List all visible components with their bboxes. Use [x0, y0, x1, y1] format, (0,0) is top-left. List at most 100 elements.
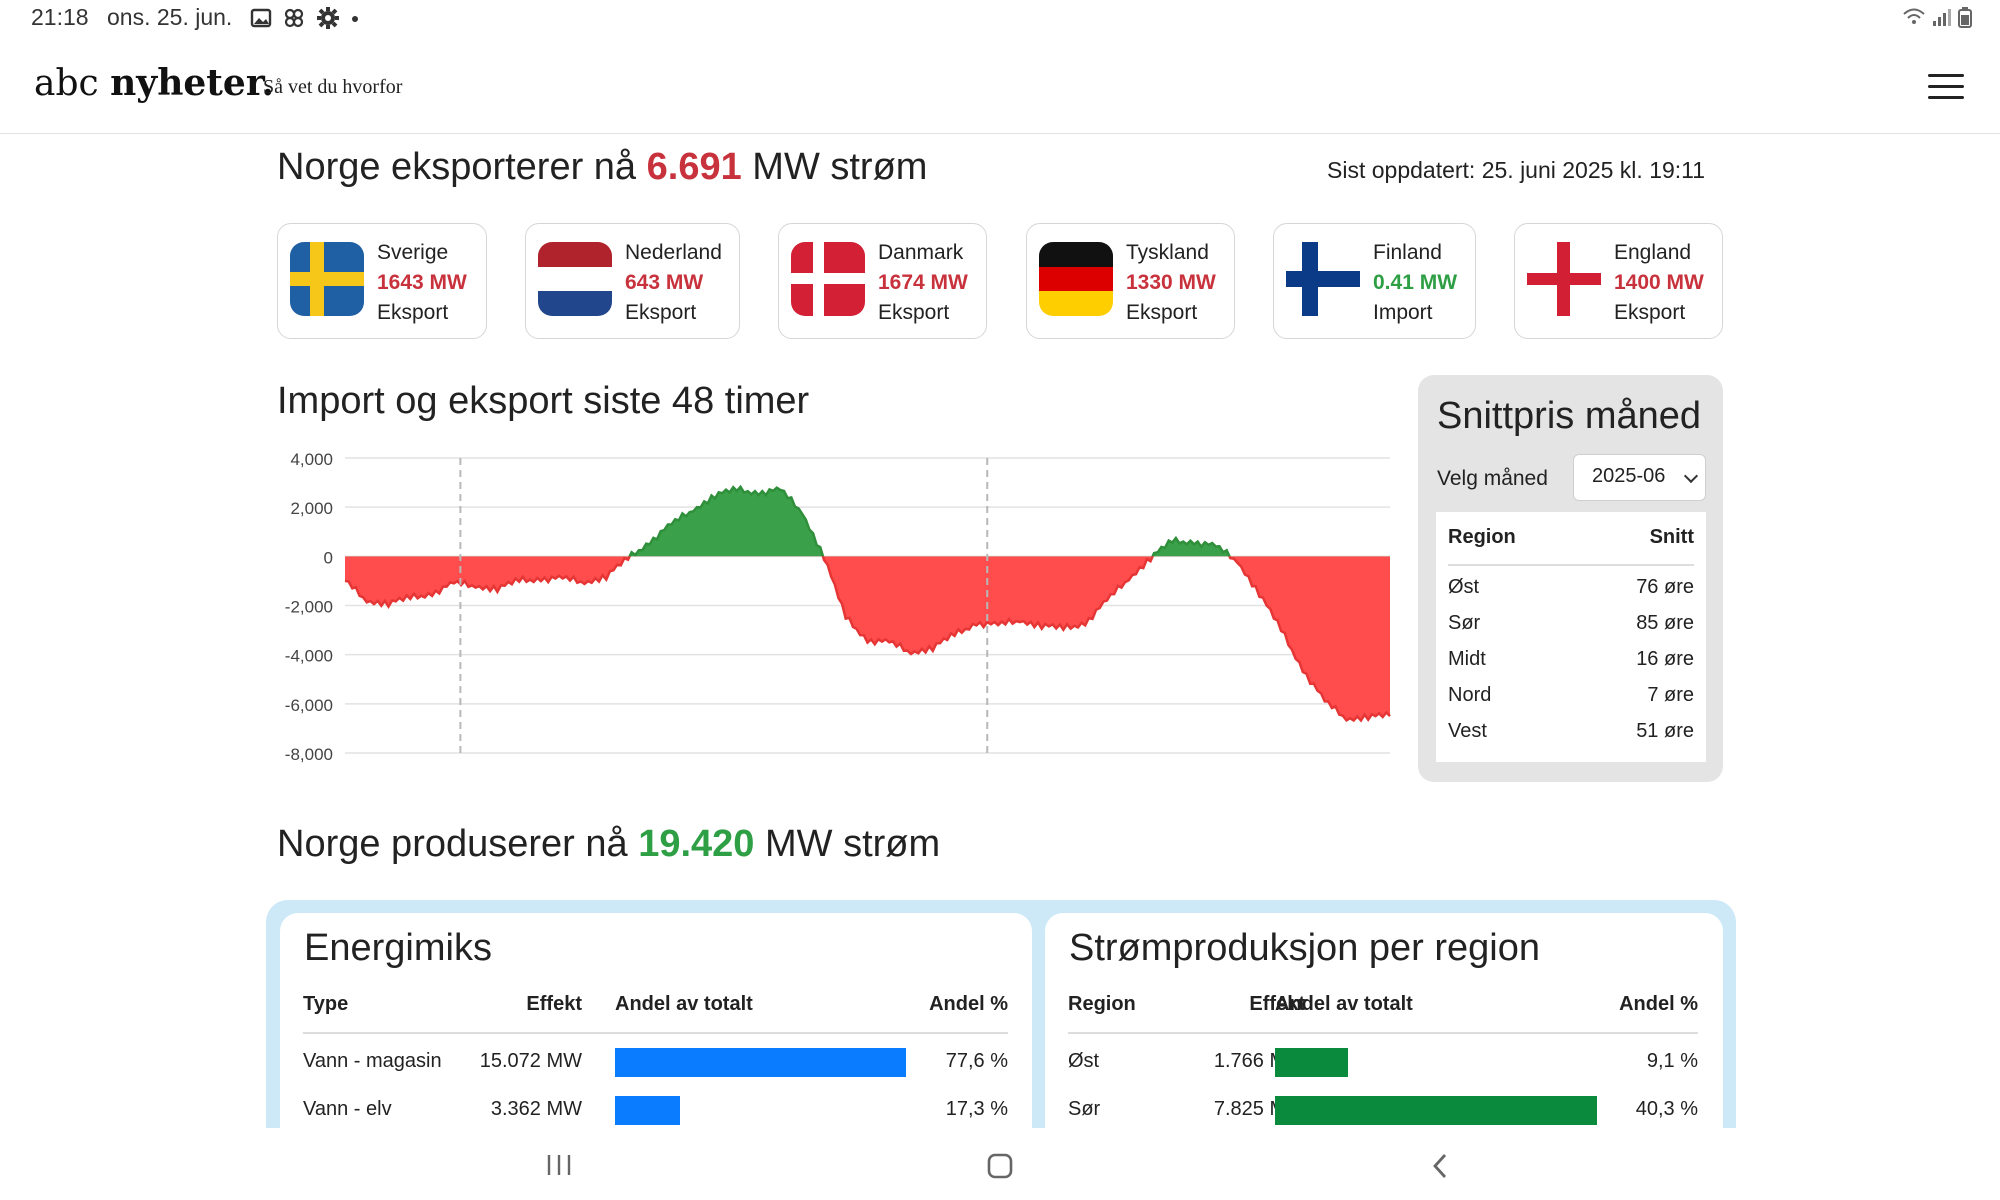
country-name: England	[1614, 241, 1692, 264]
germany-flag	[1039, 242, 1113, 316]
country-mw: 1400 MW	[1614, 271, 1704, 294]
home-icon[interactable]	[986, 1152, 1014, 1180]
y-tick-label: -2,000	[285, 598, 333, 617]
column-header: Andel %	[929, 993, 1008, 1015]
price-table-header: Region Snitt	[1448, 526, 1694, 566]
region-share: 9,1 %	[1646, 1050, 1698, 1072]
y-tick-label: 4,000	[290, 450, 333, 469]
column-header: Effekt	[526, 993, 582, 1015]
pinwheel-icon	[284, 8, 304, 28]
average-price-panel: Snittpris måned Velg måned 2025-06 Regio…	[1418, 375, 1723, 782]
site-logo[interactable]: abc nyheter.	[34, 62, 275, 104]
y-tick-label: -4,000	[285, 647, 333, 666]
country-mw: 643 MW	[625, 271, 704, 294]
country-direction: Eksport	[878, 301, 950, 324]
status-time: 21:18	[31, 4, 89, 30]
export-value: 6.691	[646, 146, 742, 188]
month-select[interactable]: 2025-06	[1573, 454, 1706, 501]
country-card-tyskland: Tyskland 1330 MW Eksport	[1026, 223, 1235, 339]
netherlands-flag	[538, 242, 612, 316]
energy-effect: 3.362 MW	[490, 1098, 582, 1120]
region-production-title: Strømproduksjon per region	[1069, 927, 1540, 969]
energy-share: 77,6 %	[945, 1050, 1008, 1072]
energy-mix-title: Energimiks	[304, 927, 492, 969]
share-bar	[615, 1048, 906, 1077]
month-select-label: Velg måned	[1437, 467, 1548, 490]
system-nav-bar	[0, 1128, 2000, 1200]
column-header: Region	[1068, 993, 1136, 1015]
share-bar	[1275, 1048, 1348, 1077]
y-tick-label: -6,000	[285, 696, 333, 715]
country-name: Danmark	[878, 241, 964, 264]
status-date: ons. 25. jun.	[107, 4, 233, 30]
energy-type: Vann - magasin	[303, 1050, 442, 1072]
back-icon[interactable]	[1430, 1152, 1450, 1180]
country-card-england: England 1400 MW Eksport	[1514, 223, 1723, 339]
country-card-sverige: Sverige 1643 MW Eksport	[277, 223, 487, 339]
england-flag	[1527, 242, 1601, 316]
country-direction: Eksport	[1126, 301, 1198, 324]
denmark-flag	[791, 242, 865, 316]
column-header: Andel %	[1619, 993, 1698, 1015]
country-mw: 1330 MW	[1126, 271, 1216, 294]
production-headline: Norge produserer nå 19.420 MW strøm	[277, 823, 941, 865]
series-line-positive	[628, 484, 1231, 557]
share-bar	[1275, 1096, 1597, 1125]
column-header: Type	[303, 993, 349, 1015]
table-row: Midt 16 øre	[1448, 648, 1694, 670]
energy-mix-panel: Energimiks Type Effekt Andel av totalt A…	[280, 913, 1032, 1130]
status-bar: 21:18 ons. 25. jun.	[0, 0, 2000, 36]
image-icon	[250, 8, 272, 28]
country-mw: 1674 MW	[878, 271, 968, 294]
country-mw: 0.41 MW	[1373, 271, 1458, 294]
energy-share: 17,3 %	[945, 1098, 1008, 1120]
site-tagline: Så vet du hvorfor	[263, 76, 403, 98]
country-name: Finland	[1373, 241, 1442, 264]
country-direction: Import	[1373, 301, 1433, 324]
dot-icon	[352, 16, 358, 22]
y-tick-label: 0	[324, 548, 333, 567]
country-direction: Eksport	[377, 301, 449, 324]
site-header: abc nyheter. Så vet du hvorfor	[0, 36, 2000, 134]
last-updated: Sist oppdatert: 25. juni 2025 kl. 19:11	[1327, 157, 1706, 183]
export-headline: Norge eksporterer nå 6.691 MW strøm	[277, 146, 928, 188]
signal-icon	[1933, 9, 1951, 26]
import-export-chart: 4,000 2,000 0 -2,000 -4,000 -6,000 -8,000	[285, 450, 1391, 764]
wifi-icon	[1903, 8, 1925, 24]
hamburger-icon[interactable]	[1928, 74, 1964, 102]
region-name: Sør	[1068, 1098, 1101, 1120]
column-header: Andel av totalt	[615, 993, 753, 1015]
country-card-nederland: Nederland 643 MW Eksport	[525, 223, 740, 339]
recent-apps-icon[interactable]	[546, 1153, 572, 1177]
y-tick-label: 2,000	[290, 499, 333, 518]
y-tick-label: -8,000	[285, 745, 333, 764]
price-panel-title: Snittpris måned	[1437, 395, 1702, 437]
table-row: Nord 7 øre	[1448, 684, 1694, 706]
column-header: Effekt	[1249, 993, 1305, 1015]
country-direction: Eksport	[1614, 301, 1686, 324]
table-row: Vest 51 øre	[1448, 720, 1694, 742]
region-production-panel: Strømproduksjon per region Region Effekt…	[1045, 913, 1723, 1130]
region-name: Øst	[1068, 1050, 1100, 1072]
production-value: 19.420	[638, 823, 755, 865]
country-name: Sverige	[377, 241, 449, 264]
country-name: Tyskland	[1126, 241, 1209, 264]
chart-title: Import og eksport siste 48 timer	[277, 380, 810, 422]
gear-icon	[317, 7, 339, 29]
country-card-danmark: Danmark 1674 MW Eksport	[778, 223, 987, 339]
sweden-flag	[290, 242, 364, 316]
price-table: Region Snitt Øst 76 øre Sør 85 øre Midt 16 …	[1436, 512, 1706, 762]
chevron-down-icon	[1683, 468, 1699, 484]
series-line-negative	[344, 556, 1391, 723]
table-row: Øst 76 øre	[1448, 576, 1694, 598]
share-bar	[615, 1096, 680, 1125]
country-card-finland: Finland 0.41 MW Import	[1273, 223, 1476, 339]
battery-icon	[1958, 7, 1972, 28]
region-share: 40,3 %	[1635, 1098, 1698, 1120]
table-row: Sør 85 øre	[1448, 612, 1694, 634]
column-header: Andel av totalt	[1275, 993, 1413, 1015]
energy-effect: 15.072 MW	[479, 1050, 582, 1072]
country-name: Nederland	[625, 241, 722, 264]
import-area	[345, 556, 1390, 721]
finland-flag	[1286, 242, 1360, 316]
